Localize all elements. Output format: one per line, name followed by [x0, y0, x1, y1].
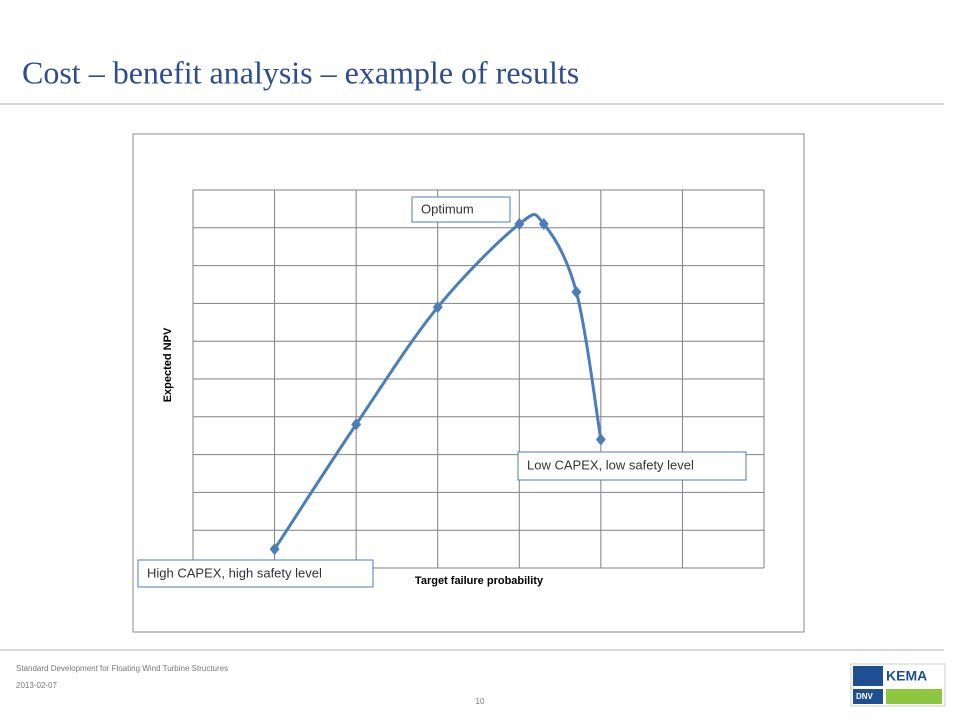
y-axis-label: Expected NPV [162, 327, 174, 402]
logo-icon [853, 689, 883, 704]
logo-bar [886, 689, 942, 704]
marker [538, 218, 549, 231]
marker [351, 418, 362, 431]
annotation: Low CAPEX, low safety level [527, 457, 694, 472]
x-axis-label: Target failure probability [415, 575, 544, 587]
logo-icon [853, 666, 883, 686]
annotation: High CAPEX, high safety level [147, 565, 322, 580]
marker [269, 543, 280, 556]
marker [514, 218, 525, 231]
logo: KEMA DNV [850, 663, 946, 707]
marker [432, 301, 443, 314]
logo-text: DNV [856, 692, 874, 701]
page-number: 10 [476, 697, 485, 706]
annotation-box [411, 196, 511, 223]
annotation-box [137, 559, 374, 588]
footer-date: 2013-02-07 [16, 681, 57, 690]
line [273, 213, 603, 550]
footer-text: Standard Development for Floating Wind T… [16, 664, 228, 673]
marker [571, 286, 582, 299]
marker [595, 433, 606, 446]
annotation-box [517, 451, 747, 481]
logo-text: KEMA [886, 668, 927, 684]
slide-title: Cost – benefit analysis – example of res… [22, 54, 579, 90]
annotation: Optimum [421, 201, 474, 216]
